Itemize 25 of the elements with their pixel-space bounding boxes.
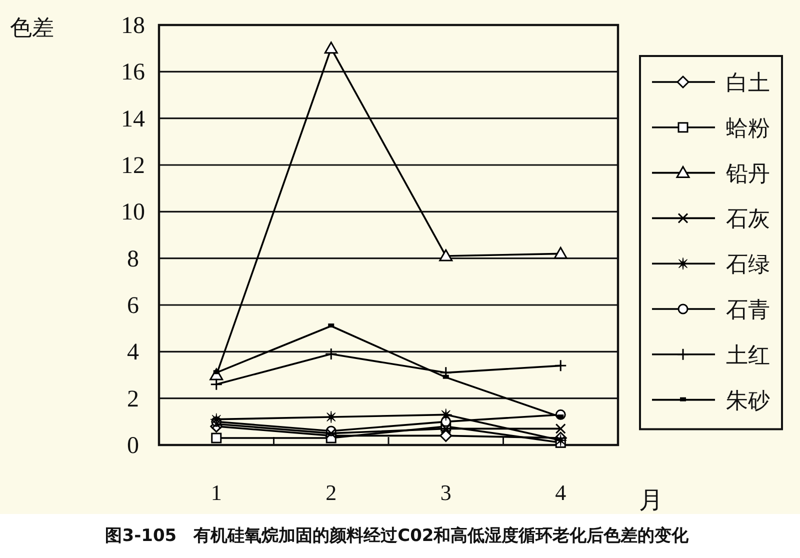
text: 图3-105 有机硅氧烷加固的颜料经过C02和高低湿度循环老化后色差的变化 [105, 526, 690, 546]
legend-label: 石青 [726, 298, 770, 323]
y-tick-label: 12 [121, 153, 145, 179]
y-tick-label: 6 [127, 293, 139, 319]
legend-label: 铅丹 [725, 162, 770, 187]
y-tick-label: 16 [121, 60, 145, 86]
legend-label: 石绿 [726, 252, 770, 278]
x-tick-label: 4 [555, 480, 566, 505]
legend-label: 蛤粉 [726, 116, 770, 142]
legend-label: 土红 [726, 343, 770, 368]
y-tick-label: 4 [127, 340, 139, 366]
legend-label: 白土 [726, 71, 770, 96]
y-axis-title: 色差 [10, 16, 54, 41]
y-tick-label: 14 [121, 106, 145, 132]
legend-label: 朱砂 [726, 388, 770, 414]
y-tick-label: 2 [127, 386, 139, 412]
x-tick-label: 2 [326, 480, 337, 505]
legend-label: 石灰 [726, 207, 770, 232]
x-tick-label: 3 [440, 480, 452, 505]
y-tick-label: 18 [121, 13, 145, 39]
y-tick-label: 8 [127, 246, 139, 272]
x-tick-label: 1 [210, 480, 222, 505]
y-tick-label: 10 [121, 200, 145, 226]
y-tick-label: 0 [127, 433, 139, 459]
x-axis-title: 月 [639, 486, 663, 514]
